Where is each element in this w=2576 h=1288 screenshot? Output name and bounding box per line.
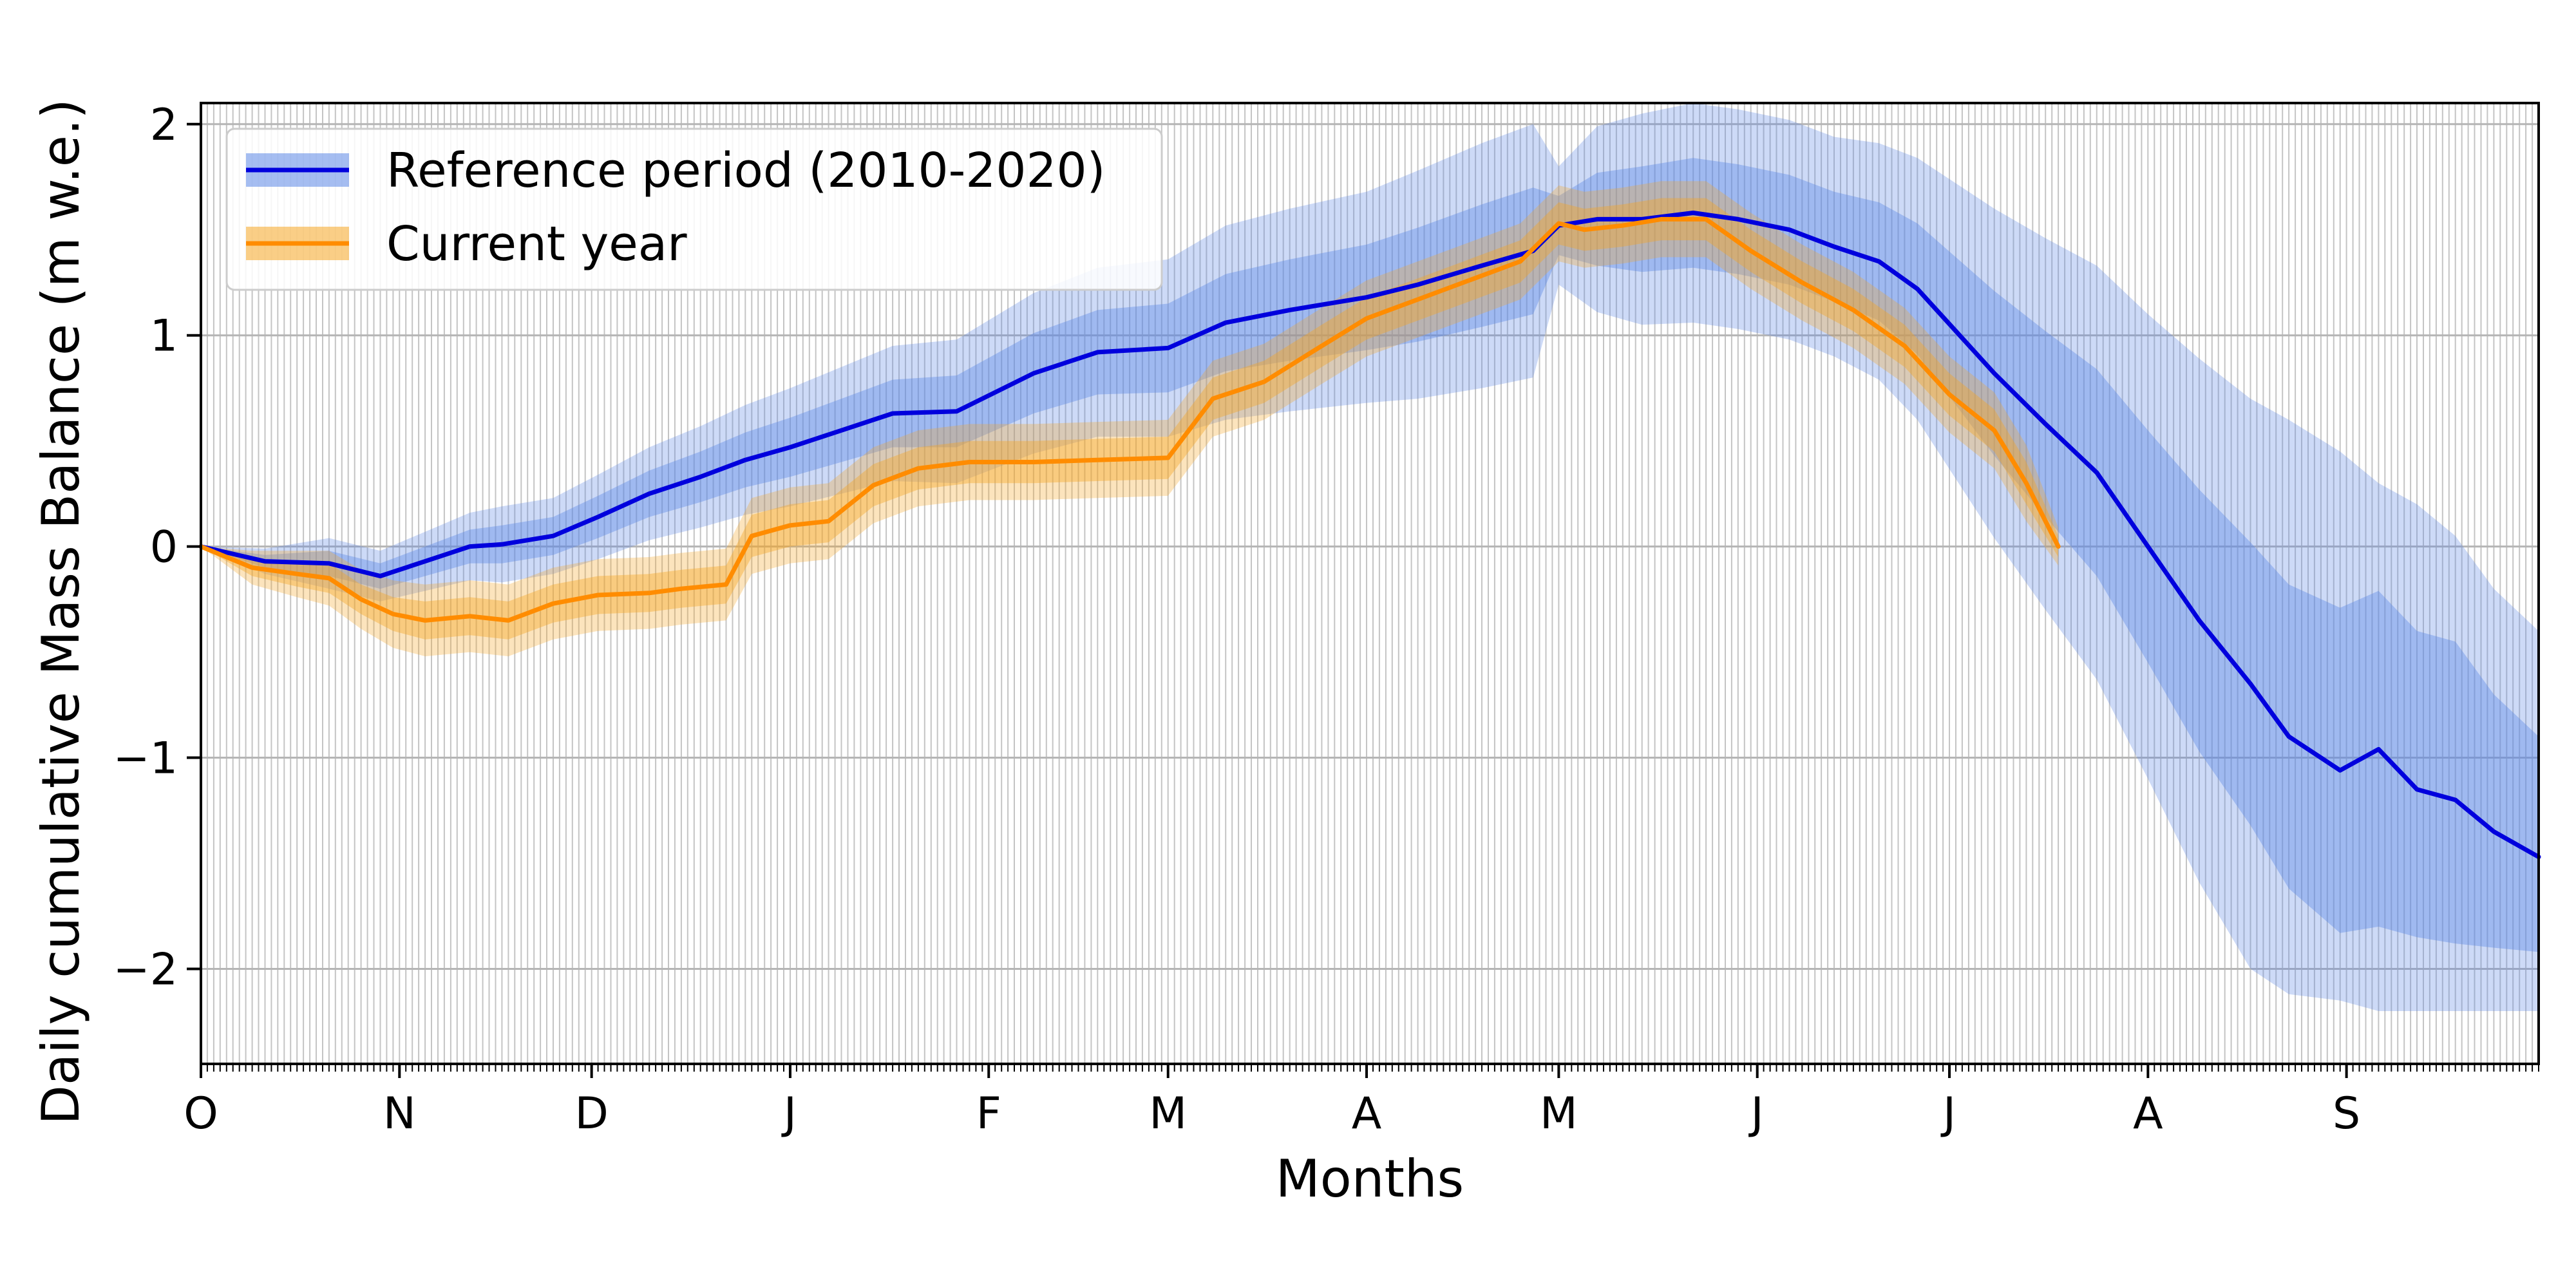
current-series-line [198, 216, 2061, 623]
legend: Reference period (2010-2020) Current yea… [225, 128, 1163, 291]
reference-inner-band [201, 158, 2539, 952]
y-axis-title: Daily cumulative Mass Balance (m w.e.) [31, 99, 91, 1124]
y-tick-label: 0 [150, 522, 178, 573]
legend-label-current: Current year [386, 216, 687, 272]
x-tick-label: N [383, 1088, 416, 1139]
x-axis-title: Months [1276, 1149, 1464, 1209]
y-tick-label: 1 [150, 311, 178, 362]
legend-box [225, 128, 1163, 291]
x-tick-label: O [184, 1088, 218, 1139]
x-tick-label: M [1540, 1088, 1578, 1139]
x-tick-label: J [781, 1088, 797, 1139]
x-tick-label: A [2133, 1088, 2163, 1139]
legend-label-reference: Reference period (2010-2020) [386, 143, 1106, 198]
x-tick-label: S [2333, 1088, 2360, 1139]
series-lines [198, 211, 2541, 860]
y-tick-label: −1 [113, 734, 178, 784]
x-tick-label: M [1149, 1088, 1187, 1139]
tick-labels: O N D J F M A M J J A S −2 −1 0 1 2 [113, 100, 2360, 1139]
y-tick-label: −2 [113, 944, 178, 995]
plot-frame [200, 102, 2540, 1065]
x-tick-label: D [574, 1088, 608, 1139]
x-tick-label: J [1940, 1088, 1956, 1139]
y-tick-label: 2 [150, 100, 178, 151]
reference-series-line [198, 211, 2541, 860]
x-tick-label: A [1352, 1088, 1382, 1139]
current-inner-band [201, 198, 2059, 639]
x-tick-label: J [1748, 1088, 1764, 1139]
axis-ticks [187, 122, 2539, 1078]
x-tick-label: F [976, 1088, 1001, 1139]
